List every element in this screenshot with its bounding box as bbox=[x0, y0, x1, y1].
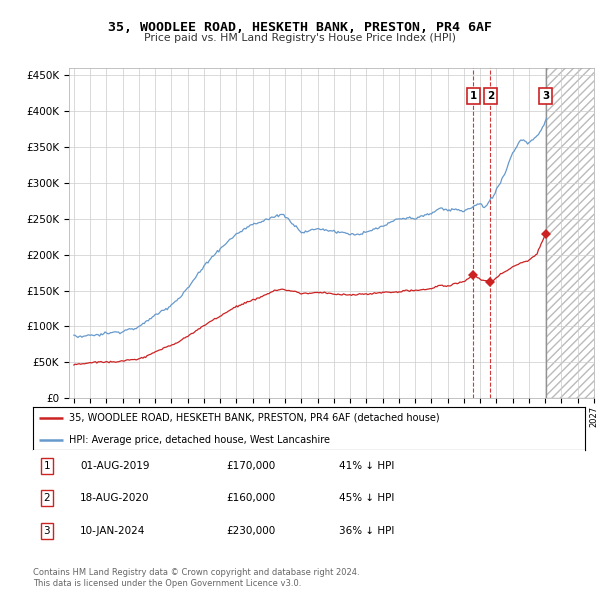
Text: 10-JAN-2024: 10-JAN-2024 bbox=[80, 526, 145, 536]
Text: 1: 1 bbox=[470, 91, 477, 101]
Text: 2: 2 bbox=[487, 91, 494, 101]
Bar bbox=[547, 68, 600, 398]
Text: 01-AUG-2019: 01-AUG-2019 bbox=[80, 461, 149, 471]
Text: 3: 3 bbox=[542, 91, 550, 101]
Text: 3: 3 bbox=[43, 526, 50, 536]
Text: Price paid vs. HM Land Registry's House Price Index (HPI): Price paid vs. HM Land Registry's House … bbox=[144, 33, 456, 43]
Text: 36% ↓ HPI: 36% ↓ HPI bbox=[340, 526, 395, 536]
Text: 41% ↓ HPI: 41% ↓ HPI bbox=[340, 461, 395, 471]
Text: 18-AUG-2020: 18-AUG-2020 bbox=[80, 493, 149, 503]
Text: £170,000: £170,000 bbox=[226, 461, 275, 471]
Text: £160,000: £160,000 bbox=[226, 493, 275, 503]
Text: 35, WOODLEE ROAD, HESKETH BANK, PRESTON, PR4 6AF (detached house): 35, WOODLEE ROAD, HESKETH BANK, PRESTON,… bbox=[69, 413, 440, 422]
Text: £230,000: £230,000 bbox=[226, 526, 275, 536]
Text: 2: 2 bbox=[43, 493, 50, 503]
Text: Contains HM Land Registry data © Crown copyright and database right 2024.
This d: Contains HM Land Registry data © Crown c… bbox=[33, 568, 359, 588]
Text: 45% ↓ HPI: 45% ↓ HPI bbox=[340, 493, 395, 503]
Text: 35, WOODLEE ROAD, HESKETH BANK, PRESTON, PR4 6AF: 35, WOODLEE ROAD, HESKETH BANK, PRESTON,… bbox=[108, 21, 492, 34]
Text: HPI: Average price, detached house, West Lancashire: HPI: Average price, detached house, West… bbox=[69, 435, 330, 445]
Text: 1: 1 bbox=[43, 461, 50, 471]
